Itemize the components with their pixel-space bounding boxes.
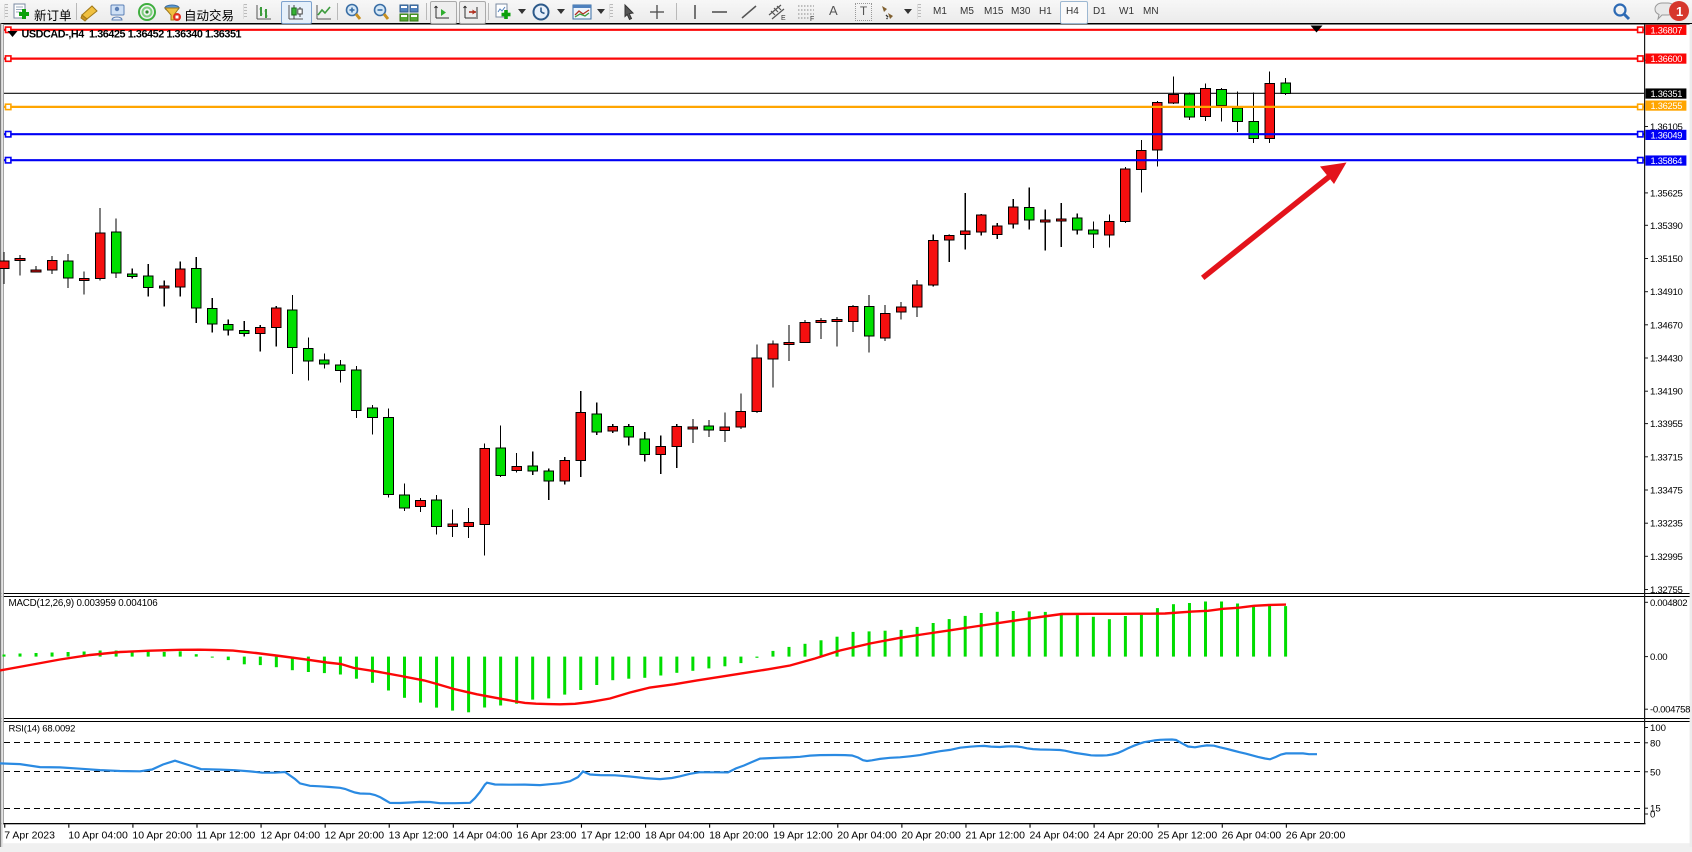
svg-text:26 Apr 04:00: 26 Apr 04:00 [1222, 829, 1282, 841]
svg-text:-0.004758: -0.004758 [1650, 705, 1690, 716]
svg-text:26 Apr 20:00: 26 Apr 20:00 [1286, 829, 1346, 841]
svg-text:0.00: 0.00 [1650, 652, 1667, 663]
svg-text:F: F [810, 16, 814, 22]
svg-text:12 Apr 20:00: 12 Apr 20:00 [325, 829, 385, 841]
svg-text:18 Apr 20:00: 18 Apr 20:00 [709, 829, 769, 841]
svg-text:1.33955: 1.33955 [1650, 419, 1683, 430]
svg-text:10 Apr 04:00: 10 Apr 04:00 [68, 829, 128, 841]
svg-text:10 Apr 20:00: 10 Apr 20:00 [132, 829, 192, 841]
svg-text:1.34910: 1.34910 [1650, 287, 1683, 298]
svg-text:1.35864: 1.35864 [1651, 156, 1683, 166]
svg-text:1.34190: 1.34190 [1650, 387, 1683, 398]
svg-text:25 Apr 12:00: 25 Apr 12:00 [1158, 829, 1218, 841]
svg-text:0: 0 [1650, 810, 1655, 821]
svg-text:1.33475: 1.33475 [1650, 486, 1683, 497]
svg-text:1.36105: 1.36105 [1650, 122, 1683, 133]
svg-text:19 Apr 12:00: 19 Apr 12:00 [773, 829, 833, 841]
svg-text:24 Apr 04:00: 24 Apr 04:00 [1029, 829, 1089, 841]
svg-text:1.35390: 1.35390 [1650, 221, 1683, 232]
svg-text:MACD(12,26,9) 0.003959 0.00410: MACD(12,26,9) 0.003959 0.004106 [9, 598, 159, 609]
svg-text:E: E [781, 15, 786, 22]
svg-text:1.36255: 1.36255 [1651, 101, 1683, 111]
svg-text:1: 1 [1676, 4, 1683, 19]
svg-text:USDCAD-,H4 1.36425 1.36452 1.: USDCAD-,H4 1.36425 1.36452 1.36340 1.363… [22, 28, 242, 40]
svg-text:50: 50 [1650, 767, 1661, 778]
svg-text:1.36600: 1.36600 [1651, 54, 1683, 64]
svg-text:16 Apr 23:00: 16 Apr 23:00 [517, 829, 577, 841]
svg-text:7 Apr 2023: 7 Apr 2023 [4, 829, 55, 841]
svg-text:1.34430: 1.34430 [1650, 354, 1683, 365]
svg-text:1.33235: 1.33235 [1650, 519, 1683, 530]
svg-text:12 Apr 04:00: 12 Apr 04:00 [261, 829, 321, 841]
svg-text:1.36807: 1.36807 [1651, 25, 1683, 35]
svg-text:18 Apr 04:00: 18 Apr 04:00 [645, 829, 705, 841]
svg-text:21 Apr 12:00: 21 Apr 12:00 [965, 829, 1025, 841]
svg-text:1.35150: 1.35150 [1650, 254, 1683, 265]
svg-text:17 Apr 12:00: 17 Apr 12:00 [581, 829, 641, 841]
svg-text:1.36351: 1.36351 [1651, 89, 1683, 99]
svg-text:20 Apr 20:00: 20 Apr 20:00 [901, 829, 961, 841]
svg-text:20 Apr 04:00: 20 Apr 04:00 [837, 829, 897, 841]
svg-text:1.33715: 1.33715 [1650, 452, 1683, 463]
svg-text:1.34670: 1.34670 [1650, 320, 1683, 331]
svg-text:13 Apr 12:00: 13 Apr 12:00 [389, 829, 449, 841]
svg-text:RSI(14) 68.0092: RSI(14) 68.0092 [9, 724, 76, 735]
svg-text:14 Apr 04:00: 14 Apr 04:00 [453, 829, 513, 841]
svg-text:11 Apr 12:00: 11 Apr 12:00 [196, 829, 255, 841]
svg-text:15: 15 [1650, 804, 1661, 815]
svg-text:80: 80 [1650, 738, 1661, 749]
svg-text:1.32995: 1.32995 [1650, 552, 1683, 563]
svg-text:1.32755: 1.32755 [1650, 585, 1683, 596]
svg-text:1.36049: 1.36049 [1651, 130, 1683, 140]
svg-text:24 Apr 20:00: 24 Apr 20:00 [1094, 829, 1154, 841]
svg-text:0.004802: 0.004802 [1650, 598, 1687, 609]
svg-text:1.35625: 1.35625 [1650, 188, 1683, 199]
svg-text:100: 100 [1650, 723, 1666, 734]
